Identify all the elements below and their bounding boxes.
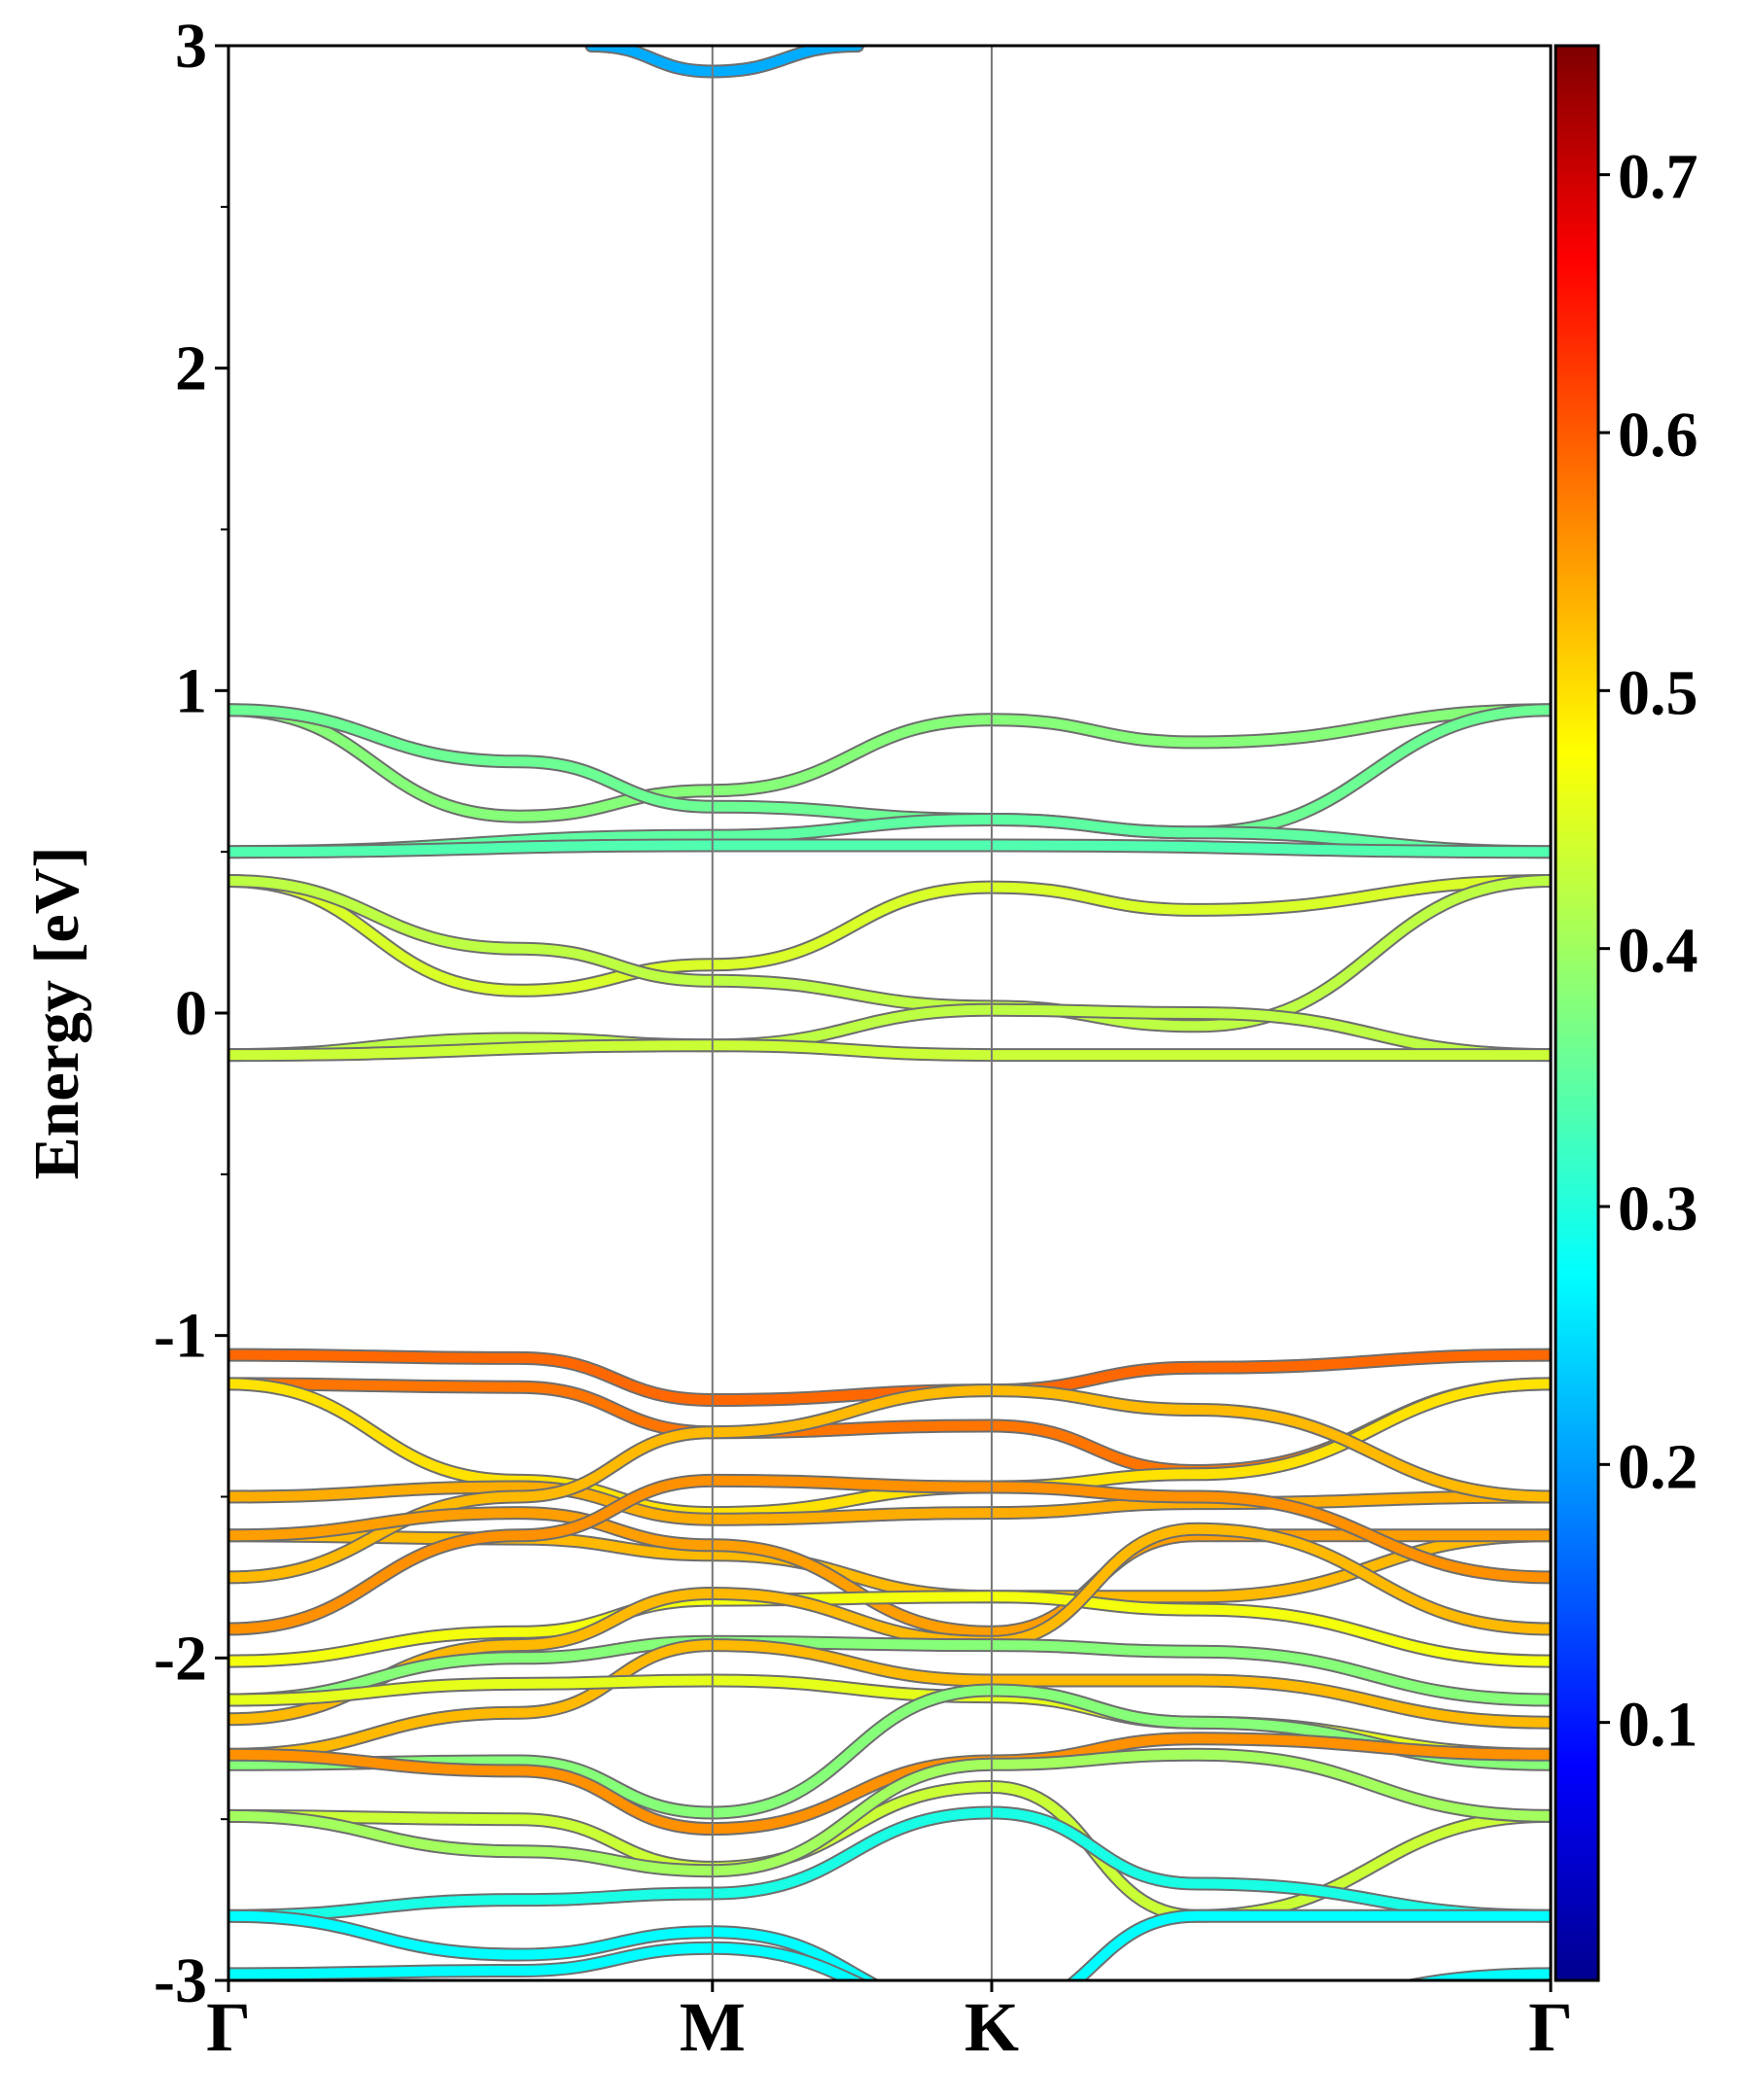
band-v12-line xyxy=(228,1640,1551,1760)
band-c9-line xyxy=(228,1040,1551,1061)
colorbar-tick-label: 0.5 xyxy=(1618,657,1698,728)
band-c5 xyxy=(228,838,1551,859)
y-tick-label: 3 xyxy=(175,11,207,82)
bands-layer xyxy=(228,46,1551,1980)
band-v9-line xyxy=(228,1592,1551,1666)
band-v16 xyxy=(228,1779,1551,1923)
y-tick-label: 2 xyxy=(175,333,207,404)
band-v14 xyxy=(228,1683,1551,1820)
band-v1 xyxy=(228,1348,1551,1408)
colorbar xyxy=(1554,44,1600,1982)
y-tick-label: 0 xyxy=(175,978,207,1049)
colorbar-tick-label: 0.3 xyxy=(1618,1173,1698,1244)
band-c5-line xyxy=(228,840,1551,858)
band-v15 xyxy=(228,1732,1551,1837)
band-v16-line xyxy=(228,1781,1551,1921)
band-c8-line xyxy=(228,1004,1551,1061)
kpoint-label: M xyxy=(680,1988,746,2066)
band-v19-line xyxy=(228,1910,1551,1980)
high-symmetry-lines xyxy=(711,46,994,1980)
colorbar-tick-label: 0.6 xyxy=(1618,400,1698,471)
band-c1-line xyxy=(586,46,863,77)
band-v11-line xyxy=(228,1636,1551,1705)
colorbar-tick-label: 0.4 xyxy=(1618,916,1698,987)
y-tick-label: -2 xyxy=(154,1623,207,1694)
band-c9 xyxy=(228,1038,1551,1063)
band-v8 xyxy=(228,1473,1551,1636)
band-c2 xyxy=(228,703,1551,823)
colorbar-tick-label: 0.2 xyxy=(1618,1431,1698,1502)
kpoint-label: Γ xyxy=(206,1988,251,2066)
colorbar-ticks: 0.1 0.2 0.3 0.4 0.5 0.6 0.7 xyxy=(1598,142,1698,1761)
band-v10 xyxy=(228,1522,1551,1727)
band-v9 xyxy=(228,1590,1551,1668)
y-tick-label: -3 xyxy=(154,1945,207,2016)
band-v19 xyxy=(228,1908,1551,1980)
band-c7 xyxy=(228,874,1551,1033)
band-v3 xyxy=(228,1377,1551,1521)
band-c3 xyxy=(228,703,1551,840)
band-v15-line xyxy=(228,1733,1551,1835)
band-v1-line xyxy=(228,1349,1551,1406)
band-v18 xyxy=(228,1805,1551,1923)
band-v19-outline xyxy=(228,1908,1551,1980)
band-c6 xyxy=(228,874,1551,998)
band-v10-line xyxy=(228,1523,1551,1725)
band-c1 xyxy=(584,46,865,79)
band-v8-line xyxy=(228,1475,1551,1634)
y-tick-label: 1 xyxy=(175,655,207,726)
band-v17 xyxy=(228,1747,1551,1878)
band-c2-line xyxy=(228,705,1551,822)
kpoint-label: Γ xyxy=(1528,1988,1573,2066)
y-tick-label: -1 xyxy=(154,1301,207,1372)
band-v17-line xyxy=(228,1749,1551,1876)
kpoint-label: K xyxy=(964,1988,1019,2066)
band-c8 xyxy=(228,1002,1551,1063)
band-c7-line xyxy=(228,876,1551,1032)
band-c6-line xyxy=(228,876,1551,996)
band-v20-line xyxy=(228,1942,1551,1980)
band-v3-line xyxy=(228,1379,1551,1519)
y-axis-label: Energy [eV] xyxy=(21,847,92,1180)
band-v20 xyxy=(228,1941,1551,1980)
band-v6 xyxy=(228,1383,1551,1585)
y-axis: -3 -2 -1 0 1 2 3 xyxy=(154,11,228,2016)
colorbar-tick-label: 0.1 xyxy=(1618,1690,1698,1761)
band-c3-line xyxy=(228,705,1551,838)
band-v14-line xyxy=(228,1685,1551,1818)
band-v11 xyxy=(228,1634,1551,1707)
band-v12 xyxy=(228,1638,1551,1762)
band-v18-line xyxy=(228,1807,1551,1921)
band-v6-line xyxy=(228,1385,1551,1583)
colorbar-tick-label: 0.7 xyxy=(1618,142,1698,213)
